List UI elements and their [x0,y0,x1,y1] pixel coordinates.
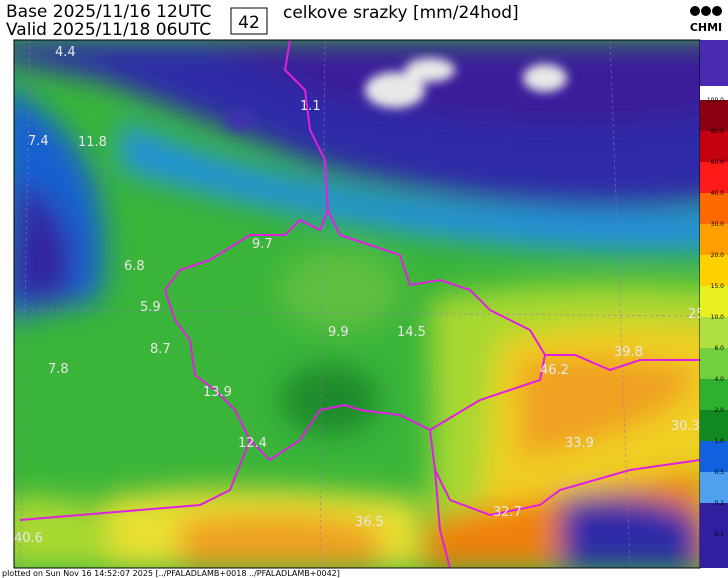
step: 42 [238,13,260,33]
map-title: celkove srazky [mm/24hod] [283,3,519,23]
map-value-label: 7.4 [28,134,49,149]
map-value-label: 46.2 [540,363,569,378]
colorbar-segment [700,441,728,472]
colorbar-label: 100.0 [707,97,724,104]
colorbar-segment [700,224,728,255]
colorbar-segment [700,255,728,286]
map-value-label: 9.9 [328,325,349,340]
colorbar-segment [700,410,728,441]
graticule [14,40,700,568]
step-box [230,7,268,35]
colorbar-segment [700,162,728,193]
colorbar-segment [700,86,728,100]
colorbar-segment [700,472,728,503]
colorbar-label: 10.0 [711,314,725,321]
colorbar-segment [700,503,728,534]
colorbar-label: 20.0 [711,252,725,259]
colorbar-label: 4.0 [714,376,724,383]
map-value-label: 30.3 [671,419,700,434]
map-value-label: 13.9 [203,385,232,400]
logo: CHMI [690,6,722,34]
map-value-label: 1.1 [300,99,321,114]
map-value-label: 39.8 [614,345,643,360]
map-value-label: 36.5 [355,515,384,530]
colorbar-label: 0.2 [714,500,724,507]
map-value-label: 7.8 [48,362,69,377]
map-value-label: 12.4 [238,436,267,451]
colorbar-label: 2.0 [714,407,724,414]
colorbar-label: 0.5 [714,469,724,476]
colorbar-label: 15.0 [711,283,725,290]
colorbar-segment [700,286,728,317]
colorbar-segment [700,534,728,568]
colorbar-label: 30.0 [711,221,725,228]
colorbar-segment [700,193,728,224]
borders [19,40,700,568]
colorbar-segment [700,348,728,379]
colorbar-label: 1.0 [714,438,724,445]
map-value-label: 9.7 [252,237,273,252]
colorbar-segment [700,40,728,86]
map-value-label: 11.8 [78,135,107,150]
colorbar-segment [700,100,728,131]
map-value-label: 32.7 [493,505,522,520]
map-value-label: 33.9 [565,436,594,451]
map-value-label: 5.9 [140,300,161,315]
map-value-label: 6.8 [124,259,145,274]
colorbar-segment [700,131,728,162]
base-time: Base 2025/11/16 12UTC [6,2,212,22]
colorbar-label: 40.0 [711,190,725,197]
map-value-label: 14.5 [397,325,426,340]
colorbar-segment [700,379,728,410]
colorbar-label: 60.0 [711,159,725,166]
footer: plotted on Sun Nov 16 14:52:07 2025 [../… [2,569,340,578]
colorbar-label: 0.1 [714,531,724,538]
colorbar-label: 6.0 [714,345,724,352]
precip-field [14,40,700,568]
map-value-label: 4.4 [55,45,76,60]
valid-time: Valid 2025/11/18 06UTC [6,20,211,40]
logo-text: CHMI [690,21,722,34]
map-value-label: 40.6 [14,531,43,546]
colorbar-label: 80.0 [711,128,725,135]
map-value-label: 8.7 [150,342,171,357]
colorbar-segment [700,317,728,348]
